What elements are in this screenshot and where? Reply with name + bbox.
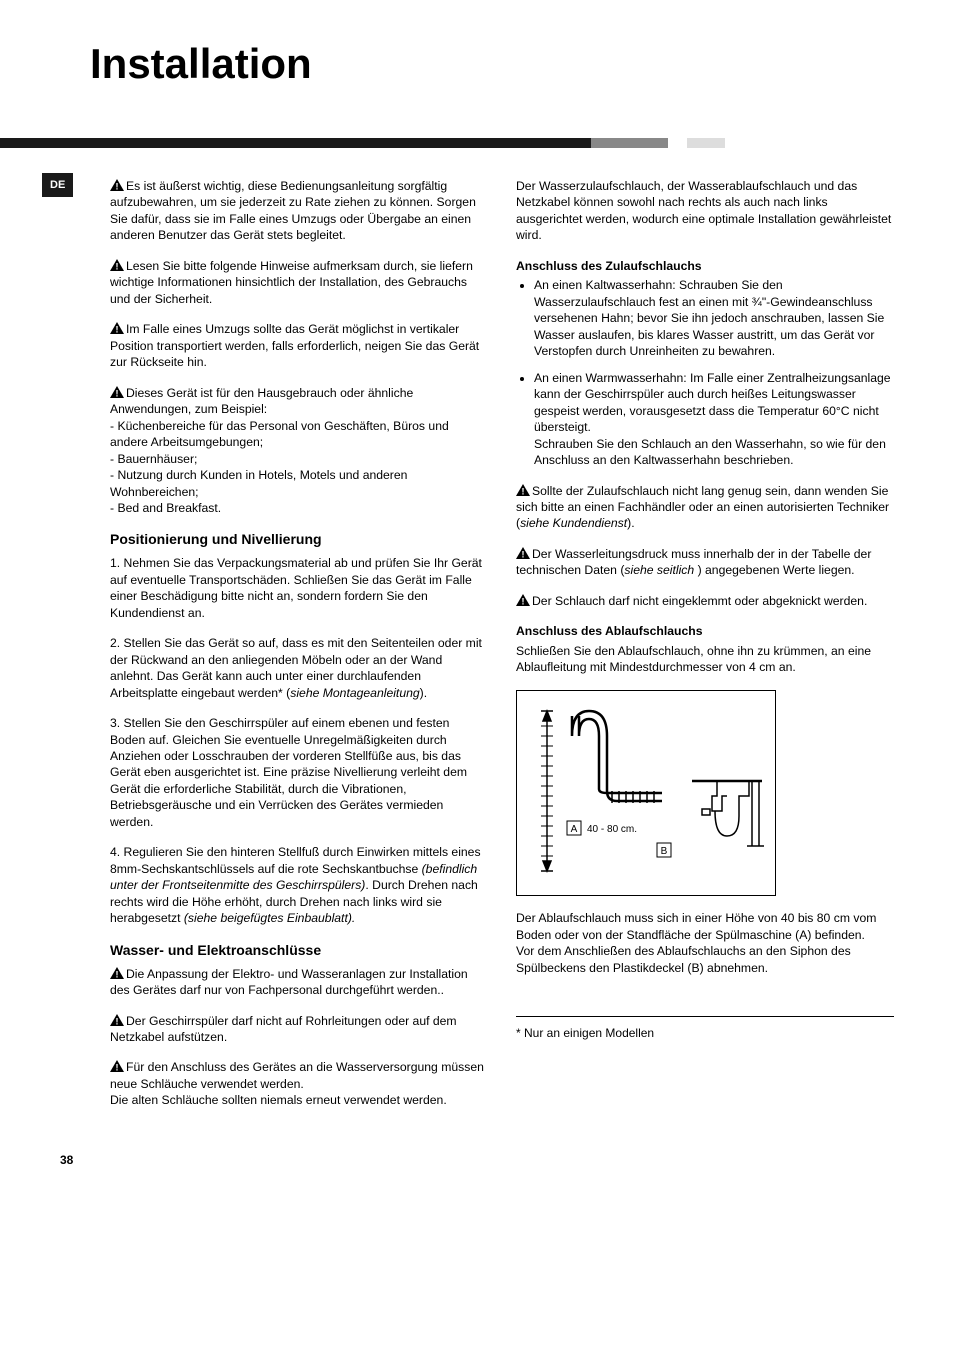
warning-para-4: ! Dieses Gerät ist für den Hausgebrauch … xyxy=(110,385,488,517)
text: Es ist äußerst wichtig, diese Bedienungs… xyxy=(110,179,476,242)
list-item: - Nutzung durch Kunden in Hotels, Motels… xyxy=(110,468,407,498)
text: Die alten Schläuche sollten niemals erne… xyxy=(110,1093,447,1107)
text: Schrauben Sie den Schlauch an den Wasser… xyxy=(534,437,886,467)
list-item: - Küchenbereiche für das Personal von Ge… xyxy=(110,419,449,449)
warning-para-1: ! Es ist äußerst wichtig, diese Bedienun… xyxy=(110,178,488,244)
drain-hose-diagram: A 40 - 80 cm. B xyxy=(516,690,776,896)
text: Lesen Sie bitte folgende Hinweise aufmer… xyxy=(110,259,473,306)
list-item: An einen Warmwasserhahn: Im Falle einer … xyxy=(534,370,894,469)
left-column: ! Es ist äußerst wichtig, diese Bedienun… xyxy=(110,178,488,1123)
warning-para-r2: ! Sollte der Zulaufschlauch nicht lang g… xyxy=(516,483,894,532)
warning-icon: ! xyxy=(516,547,530,559)
language-badge: DE xyxy=(42,173,73,197)
step-1: 1. Nehmen Sie das Verpackungsmaterial ab… xyxy=(110,555,488,621)
svg-text:!: ! xyxy=(522,486,525,496)
svg-text:!: ! xyxy=(116,388,119,398)
text: ). xyxy=(420,686,427,700)
warning-icon: ! xyxy=(110,386,124,398)
section-heading-positioning: Positionierung und Nivellierung xyxy=(110,530,488,549)
svg-text:!: ! xyxy=(522,596,525,606)
list-item: - Bed and Breakfast. xyxy=(110,501,221,515)
warning-icon: ! xyxy=(110,967,124,979)
section-heading-connections: Wasser- und Elektroanschlüsse xyxy=(110,941,488,960)
content-columns: ! Es ist äußerst wichtig, diese Bedienun… xyxy=(110,178,894,1123)
italic-text: siehe Kundendienst xyxy=(520,516,627,530)
page-number: 38 xyxy=(60,1153,894,1167)
diagram-label: 40 - 80 cm. xyxy=(587,824,637,835)
footnote-text: Nur an einigen Modellen xyxy=(524,1026,654,1040)
warning-icon: ! xyxy=(110,1014,124,1026)
italic-text: (siehe beigefügtes Einbaublatt). xyxy=(184,911,355,925)
step-2: 2. Stellen Sie das Gerät so auf, dass es… xyxy=(110,635,488,701)
footnote: * Nur an einigen Modellen xyxy=(516,1016,894,1041)
text: Dieses Gerät ist für den Hausgebrauch od… xyxy=(110,386,413,416)
right-column: Der Wasserzulaufschlauch, der Wasserabla… xyxy=(516,178,894,1123)
text: ) angegebenen Werte liegen. xyxy=(694,563,854,577)
svg-text:A: A xyxy=(571,824,578,835)
list-item: An einen Kaltwasserhahn: Schrauben Sie d… xyxy=(534,277,894,359)
warning-icon: ! xyxy=(110,1060,124,1072)
list-item: - Bauernhäuser; xyxy=(110,452,197,466)
warning-para-r4: ! Der Schlauch darf nicht eingeklemmt od… xyxy=(516,593,894,609)
para-r6: Der Ablaufschlauch muss sich in einer Hö… xyxy=(516,910,894,976)
warning-para-w2: ! Der Geschirrspüler darf nicht auf Rohr… xyxy=(110,1013,488,1046)
text: ). xyxy=(627,516,634,530)
step-4: 4. Regulieren Sie den hinteren Stellfuß … xyxy=(110,844,488,926)
warning-para-3: ! Im Falle eines Umzugs sollte das Gerät… xyxy=(110,321,488,370)
svg-text:!: ! xyxy=(116,261,119,271)
warning-icon: ! xyxy=(110,322,124,334)
text: Der Geschirrspüler darf nicht auf Rohrle… xyxy=(110,1014,457,1044)
text: An einen Warmwasserhahn: Im Falle einer … xyxy=(534,371,891,434)
warning-icon: ! xyxy=(110,259,124,271)
italic-text: siehe seitlich xyxy=(624,563,694,577)
svg-text:!: ! xyxy=(116,325,119,335)
svg-text:!: ! xyxy=(116,182,119,192)
warning-para-w3: ! Für den Anschluss des Gerätes an die W… xyxy=(110,1059,488,1108)
text: Der Ablaufschlauch muss sich in einer Hö… xyxy=(516,911,876,941)
para-r5: Schließen Sie den Ablaufschlauch, ohne i… xyxy=(516,643,894,676)
warning-para-w1: ! Die Anpassung der Elektro- und Wassera… xyxy=(110,966,488,999)
warning-icon: ! xyxy=(516,484,530,496)
subheading-outlet: Anschluss des Ablaufschlauchs xyxy=(516,623,894,639)
para-r1: Der Wasserzulaufschlauch, der Wasserabla… xyxy=(516,178,894,244)
bullet-list: An einen Kaltwasserhahn: Schrauben Sie d… xyxy=(516,277,894,468)
warning-para-2: ! Lesen Sie bitte folgende Hinweise aufm… xyxy=(110,258,488,307)
step-3: 3. Stellen Sie den Geschirrspüler auf ei… xyxy=(110,715,488,830)
svg-text:!: ! xyxy=(522,549,525,559)
text: Die Anpassung der Elektro- und Wasseranl… xyxy=(110,967,468,997)
text: Im Falle eines Umzugs sollte das Gerät m… xyxy=(110,322,479,369)
page-title: Installation xyxy=(90,40,894,88)
svg-text:!: ! xyxy=(116,1063,119,1073)
text: Der Schlauch darf nicht eingeklemmt oder… xyxy=(532,594,867,608)
text: Vor dem Anschließen des Ablaufschlauchs … xyxy=(516,944,851,974)
warning-icon: ! xyxy=(110,179,124,191)
svg-text:!: ! xyxy=(116,1016,119,1026)
italic-text: siehe Montageanleitung xyxy=(290,686,419,700)
warning-para-r3: ! Der Wasserleitungsdruck muss innerhalb… xyxy=(516,546,894,579)
svg-text:B: B xyxy=(661,846,668,857)
header-bar xyxy=(0,138,954,148)
svg-text:!: ! xyxy=(116,969,119,979)
warning-icon: ! xyxy=(516,594,530,606)
text: Für den Anschluss des Gerätes an die Was… xyxy=(110,1060,484,1090)
subheading-inlet: Anschluss des Zulaufschlauchs xyxy=(516,258,894,274)
